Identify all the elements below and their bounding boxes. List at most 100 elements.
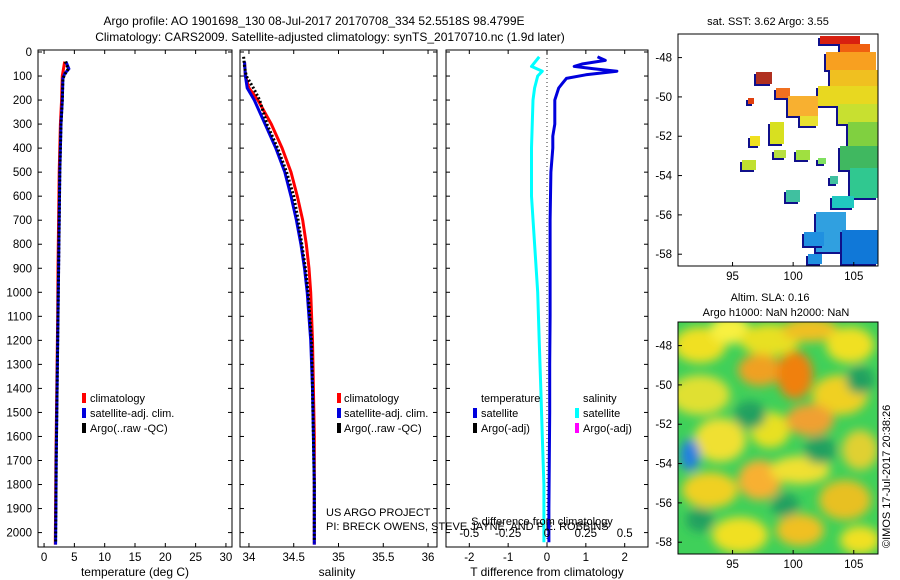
depth-tick-label: 1800: [6, 480, 32, 492]
x-tick-label: 10: [98, 552, 111, 564]
sst-map-frame: [677, 33, 879, 267]
depth-tick-label: 1400: [6, 383, 32, 395]
series-line-t-satellite: [547, 55, 619, 543]
sst-cell: [848, 122, 878, 146]
map-y-tick-label: -48: [655, 53, 672, 65]
sla-blob: [678, 375, 730, 415]
sla-blob: [686, 508, 714, 532]
x-tick-label: -1: [503, 552, 513, 564]
sst-cell: [838, 104, 878, 124]
depth-tick-label: 1600: [6, 431, 32, 443]
sla-map-frame: [677, 321, 879, 555]
sla-blob: [777, 351, 813, 399]
sla-blob: [776, 514, 824, 546]
sst-cell: [800, 116, 818, 126]
difference-series-lines: [530, 50, 619, 547]
sst-cell: [774, 150, 786, 158]
sst-cell: [750, 136, 760, 146]
legend-label-climatology: climatology: [90, 393, 146, 405]
sla-blob: [842, 430, 878, 470]
sst-cell: [832, 196, 854, 208]
temperature-axes-box: [37, 49, 233, 548]
x-tick-label: 30: [220, 552, 233, 564]
x-tick-label: 36: [422, 552, 435, 564]
x-tick-label: 1: [583, 552, 589, 564]
sst-cell: [748, 98, 754, 104]
map-x-tick-label: 100: [784, 271, 803, 283]
salinity-series-lines: [242, 56, 316, 545]
depth-tick-label: 400: [13, 143, 32, 155]
legend-label-t-satellite: satellite: [481, 408, 518, 420]
depth-tick-label: 800: [13, 239, 32, 251]
sla-map-field: [678, 322, 878, 554]
map-y-tick-label: -58: [655, 249, 672, 261]
difference-legend: temperature salinity satellite Argo(-adj…: [473, 393, 632, 435]
series-line-climatology: [243, 61, 316, 545]
legend-swatch-argo: [82, 423, 86, 433]
top-tick-label: -0.25: [495, 528, 521, 540]
sla-map-panel: Altim. SLA: 0.16 Argo h1000: NaN h2000: …: [655, 292, 893, 571]
salinity-xlabel: salinity: [319, 565, 356, 579]
salinity-depth-ticks: [240, 51, 437, 534]
depth-tick-label: 1000: [6, 287, 32, 299]
map-y-tick-label: -50: [655, 92, 672, 104]
x-tick-label: 35: [332, 552, 345, 564]
series-line-s-satellite: [530, 55, 546, 543]
depth-tick-label: 0: [26, 47, 32, 59]
sla-map-blobs: [678, 322, 878, 554]
map-x-tick-label: 100: [784, 559, 803, 571]
x-tick-label: 34.5: [283, 552, 305, 564]
sst-cell: [776, 88, 790, 98]
legend-label-s-satellite: satellite: [583, 408, 620, 420]
sla-blob: [826, 327, 874, 363]
sla-blob: [786, 404, 834, 436]
map-y-tick-label: -58: [655, 537, 672, 549]
map-y-tick-label: -52: [655, 131, 672, 143]
salinity-legend: climatology satellite-adj. clim. Argo(..…: [337, 393, 428, 435]
salinity-x-axis: 34 34.5 35 35.5 36: [243, 50, 435, 564]
map-x-tick-label: 95: [726, 559, 739, 571]
sla-blob: [734, 401, 766, 429]
salinity-axes-box: [239, 49, 438, 548]
sla-blob: [846, 366, 874, 394]
depth-tick-label: 700: [13, 215, 32, 227]
x-tick-label: -2: [464, 552, 474, 564]
x-tick-label: 15: [129, 552, 142, 564]
legend-swatch-s-argo: [575, 423, 579, 433]
sst-cell: [830, 176, 838, 184]
imos-credit-label: ©IMOS 17-Jul-2017 20:38:26: [881, 405, 893, 548]
legend-label-s-argo: Argo(-adj): [583, 423, 632, 435]
legend-label-satellite: satellite-adj. clim.: [90, 408, 174, 420]
depth-tick-label: 900: [13, 263, 32, 275]
series-line-argo-raw-qc-: [54, 61, 70, 543]
sla-blob: [738, 354, 782, 386]
legend-label-argo: Argo(..raw -QC): [90, 423, 168, 435]
temperature-panel: 0100200300400500600700800900100011001200…: [6, 47, 233, 579]
sst-cell: [842, 230, 878, 264]
depth-tick-label: 2000: [6, 528, 32, 540]
legend-swatch-climatology: [337, 393, 341, 403]
legend-swatch-argo: [337, 423, 341, 433]
map-y-tick-label: -56: [655, 210, 672, 222]
depth-tick-label: 1700: [6, 455, 32, 467]
legend-swatch-satellite: [337, 408, 341, 418]
map-y-tick-label: -48: [655, 341, 672, 353]
legend-swatch-satellite: [82, 408, 86, 418]
sla-blob: [771, 493, 799, 517]
temperature-x-axis: 0 5 10 15 20 25 30: [41, 50, 232, 564]
depth-tick-label: 600: [13, 191, 32, 203]
x-tick-label: 35.5: [372, 552, 394, 564]
x-tick-label: 5: [71, 552, 77, 564]
depth-axis: 0 100 200 300 400 500 600 700 800 900 1000 1100 1200…: [6, 47, 232, 540]
sst-cell: [840, 146, 878, 170]
sst-cell: [742, 160, 756, 170]
sst-map-field: [678, 34, 878, 266]
sst-map-ticks: 95 100 105 -48 -50 -52 -54 -56 -58: [655, 53, 863, 283]
depth-tick-label: 200: [13, 95, 32, 107]
top-tick-label: 0.25: [575, 528, 597, 540]
depth-tick-label: 1900: [6, 504, 32, 516]
sst-cell: [826, 52, 876, 70]
sla-map-ticks: 95 100 105 -48 -50 -52 -54 -56 -58: [655, 341, 863, 571]
legend-swatch-t-satellite: [473, 408, 477, 418]
x-tick-label: 25: [189, 552, 202, 564]
